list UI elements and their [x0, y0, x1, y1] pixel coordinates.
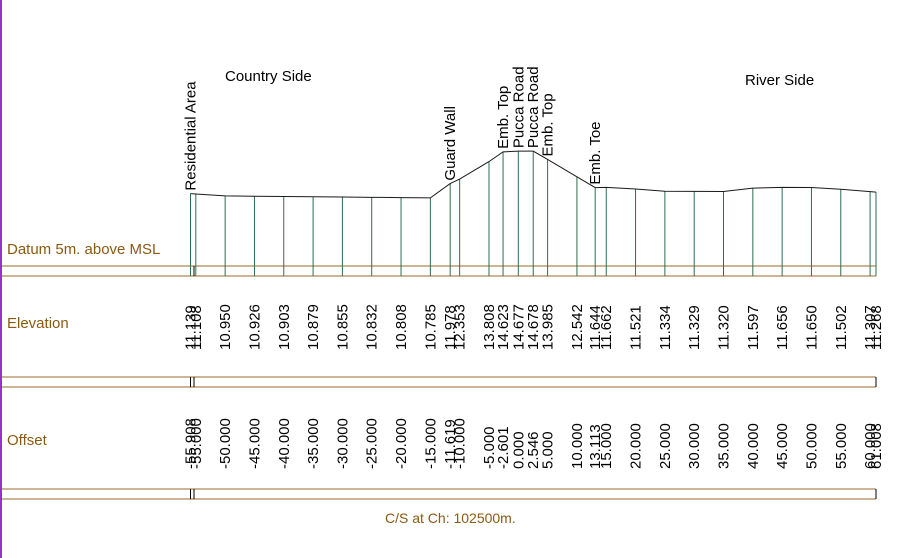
offset-values: -55.908-55.000 -50.000 -45.000 -40.000 -35.0…: [183, 418, 886, 469]
elevation-value: 14.678: [525, 304, 542, 350]
left-border: [0, 0, 2, 558]
elevation-value: 12.353: [452, 304, 469, 350]
elevation-value: 11.656: [774, 305, 791, 350]
elevation-value: 10.926: [246, 304, 263, 350]
offset-value: -15.000: [422, 418, 439, 469]
offset-value: 50.000: [803, 423, 820, 469]
elevation-value: 11.644: [587, 305, 604, 350]
offset-value: 25.000: [657, 423, 674, 469]
elevation-value: 10.855: [334, 304, 351, 350]
elevation-value: 11.978: [442, 305, 459, 350]
offset-value: 10.000: [569, 423, 586, 469]
elevation-value: 13.985: [540, 304, 557, 350]
offset-value: -55.908: [183, 418, 200, 469]
offset-value: 61.008: [868, 423, 885, 469]
river-side-label: River Side: [745, 72, 815, 89]
feature-label: Emb. Top: [540, 93, 557, 156]
elevation-value: 10.785: [422, 304, 439, 350]
offset-value: -11.619: [442, 419, 459, 469]
elevation-value: 11.597: [745, 305, 762, 350]
elevation-value: 12.542: [569, 304, 586, 350]
elevation-value: 10.808: [393, 304, 410, 350]
elevation-value: 11.329: [686, 305, 703, 350]
offset-value: 5.000: [540, 431, 557, 469]
bands: [2, 265, 877, 500]
elevation-value: 11.502: [833, 305, 850, 350]
offset-value: 13.113: [587, 424, 604, 469]
offset-value: 30.000: [686, 423, 703, 469]
elevation-value: 10.832: [364, 304, 381, 350]
offset-value: 60.000: [862, 423, 879, 469]
offset-value: -35.000: [305, 418, 322, 469]
offset-value: -30.000: [334, 418, 351, 469]
offset-value: 45.000: [774, 423, 791, 469]
offset-row-label: Offset: [7, 432, 47, 449]
offset-value: 35.000: [716, 423, 733, 469]
country-side-label: Country Side: [225, 68, 312, 85]
offset-value: 0.000: [510, 431, 527, 469]
elevation-value: 11.268: [868, 305, 885, 350]
elevation-value: 11.334: [657, 305, 674, 350]
elevation-value: 10.903: [276, 304, 293, 350]
feature-label: Emb. Top: [495, 86, 512, 149]
offset-value: -25.000: [364, 418, 381, 469]
offset-value: 2.546: [525, 431, 542, 469]
offset-value: -45.000: [246, 418, 263, 469]
elevation-row-label: Elevation: [7, 315, 69, 332]
elevation-value: 11.108: [188, 305, 205, 350]
datum-label: Datum 5m. above MSL: [7, 241, 161, 258]
offset-value: 20.000: [628, 423, 645, 469]
feature-label: Guard Wall: [442, 106, 459, 180]
elevation-value: 11.307: [862, 305, 879, 350]
offset-value: -40.000: [276, 418, 293, 469]
offset-value: -50.000: [217, 418, 234, 469]
feature-label: Pucca Road: [510, 66, 527, 148]
elevation-value: 13.808: [481, 304, 498, 350]
station-verticals: [190, 151, 877, 276]
offset-value: 55.000: [833, 423, 850, 469]
offset-value: -20.000: [393, 418, 410, 469]
ground-profile-line: [190, 150, 877, 199]
offset-value: 40.000: [745, 423, 762, 469]
elevation-value: 10.950: [217, 304, 234, 350]
elevation-value: 11.662: [598, 305, 615, 350]
elevation-value: 11.320: [716, 305, 733, 350]
offset-value: -5.000: [481, 426, 498, 469]
elevation-value: 11.521: [628, 305, 645, 350]
feature-labels: Residential Area Guard Wall Emb. TopPucca …: [183, 66, 605, 190]
feature-label: Residential Area: [183, 81, 200, 191]
elevation-value: 11.650: [803, 305, 820, 350]
offset-value: -55.000: [188, 418, 205, 469]
chainage-caption: C/S at Ch: 102500m.: [385, 510, 516, 526]
elevation-value: 14.623: [495, 304, 512, 350]
offset-value: 15.000: [598, 423, 615, 469]
elevation-value: 10.879: [305, 304, 322, 350]
elevation-value: 14.677: [510, 304, 527, 350]
feature-label: Pucca Road: [525, 66, 542, 148]
offset-value: -2.601: [495, 426, 512, 469]
feature-label: Emb. Toe: [587, 121, 604, 184]
elevation-value: 11.139: [183, 305, 200, 350]
offset-value: -10.000: [452, 418, 469, 469]
